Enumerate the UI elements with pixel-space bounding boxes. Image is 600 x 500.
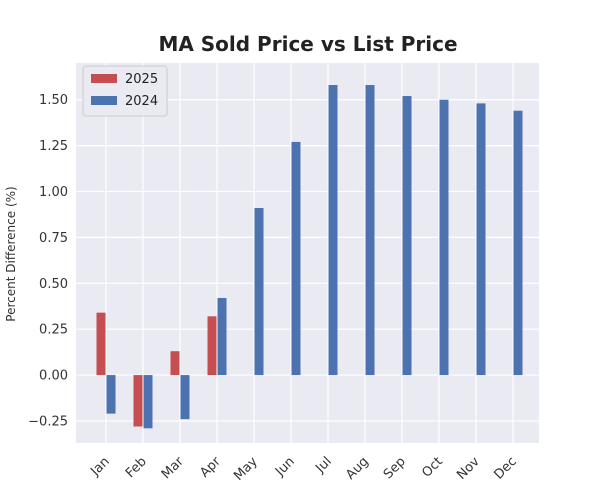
bar-2024-mar — [180, 375, 190, 420]
bar-2024-jun — [291, 141, 301, 376]
x-tick-label: Nov — [454, 454, 483, 483]
bar-2024-feb — [143, 375, 153, 429]
y-tick-label: 0.25 — [39, 323, 68, 338]
x-tick-label: Jun — [272, 454, 298, 480]
x-tick-label: May — [231, 454, 261, 484]
bar-2024-oct — [439, 99, 449, 376]
chart-title: MA Sold Price vs List Price — [158, 32, 457, 56]
y-tick-label: 0.50 — [39, 277, 68, 292]
x-tick-label: Aug — [343, 454, 372, 483]
plot-area — [76, 63, 539, 443]
legend: 2025 2024 — [82, 65, 168, 117]
bar-2025-jan — [96, 312, 106, 376]
bar-2025-feb — [133, 375, 143, 427]
y-axis-label: Percent Difference (%) — [4, 186, 18, 321]
y-tick-label: 0.75 — [39, 231, 68, 246]
bar-2024-aug — [365, 85, 375, 376]
bar-2025-apr — [207, 316, 217, 376]
bar-2024-sep — [402, 96, 412, 376]
x-tick-label: Dec — [491, 454, 519, 482]
y-tick-label: −0.25 — [28, 414, 68, 429]
y-axis-ticks: −0.25 0.00 0.25 0.50 0.75 1.00 1.25 1.50 — [28, 93, 68, 429]
bar-2024-nov — [476, 103, 486, 376]
x-tick-label: Apr — [197, 454, 224, 481]
legend-swatch-2024 — [91, 96, 117, 105]
y-tick-label: 0.00 — [39, 369, 68, 384]
bar-2024-may — [254, 208, 264, 376]
x-tick-label: Mar — [159, 454, 187, 482]
bar-2024-apr — [217, 297, 227, 376]
x-tick-label: Oct — [419, 454, 446, 481]
legend-label-2025: 2025 — [125, 72, 158, 87]
x-tick-label: Sep — [381, 454, 409, 482]
x-tick-label: Jul — [312, 454, 334, 476]
bar-2024-jul — [328, 85, 338, 376]
bar-2025-mar — [170, 351, 180, 376]
bar-2024-dec — [513, 110, 523, 376]
bar-2024-jan — [106, 375, 116, 414]
legend-swatch-2025 — [91, 74, 117, 83]
bars — [96, 85, 523, 429]
x-axis-ticks: Jan Feb Mar Apr May Jun Jul Aug Sep Oct Nov Dec — [87, 454, 519, 484]
y-tick-label: 1.25 — [39, 139, 68, 154]
legend-label-2024: 2024 — [125, 94, 158, 109]
x-tick-label: Jan — [87, 454, 112, 479]
y-tick-label: 1.50 — [39, 93, 68, 108]
x-tick-label: Feb — [123, 454, 150, 481]
y-tick-label: 1.00 — [39, 185, 68, 200]
